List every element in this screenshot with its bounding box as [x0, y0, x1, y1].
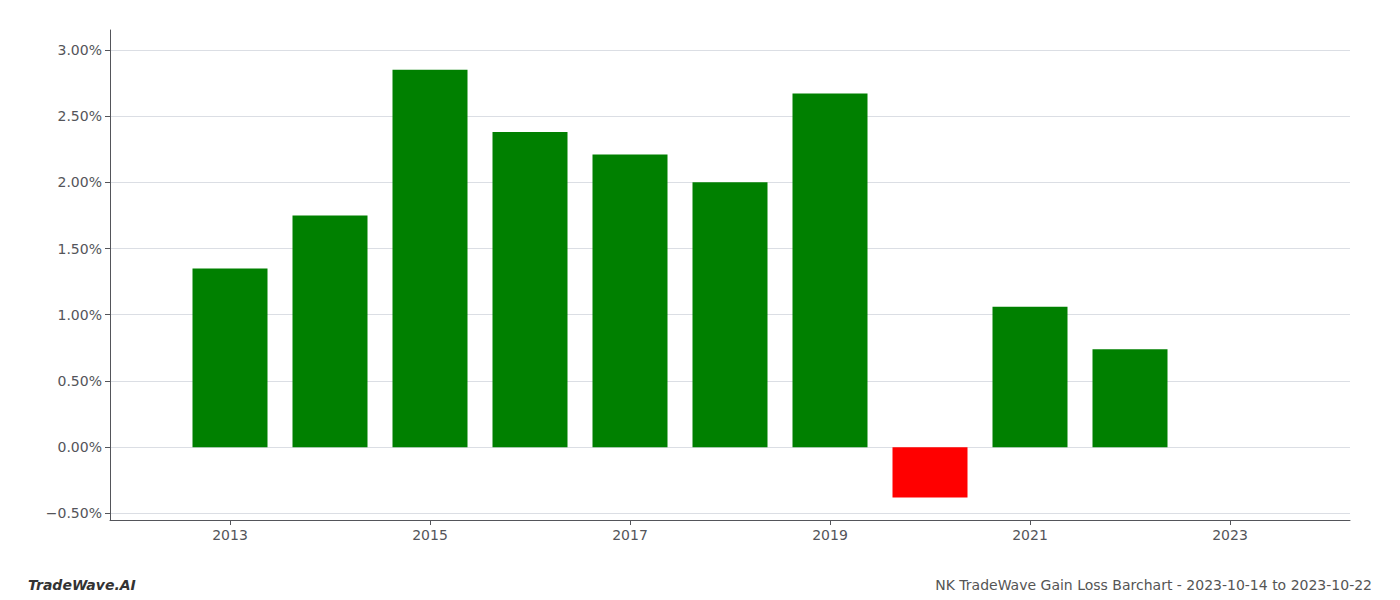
svg-text:TradeWave.AI: TradeWave.AI [28, 577, 136, 593]
svg-text:1.50%: 1.50% [58, 241, 102, 257]
svg-text:1.00%: 1.00% [58, 307, 102, 323]
svg-text:0.50%: 0.50% [58, 373, 102, 389]
svg-text:3.00%: 3.00% [58, 42, 102, 58]
svg-text:2013: 2013 [212, 527, 248, 543]
svg-text:2017: 2017 [612, 527, 648, 543]
svg-text:2.50%: 2.50% [58, 108, 102, 124]
svg-text:2023: 2023 [1212, 527, 1248, 543]
svg-text:2.00%: 2.00% [58, 174, 102, 190]
svg-text:2021: 2021 [1012, 527, 1048, 543]
svg-text:2015: 2015 [412, 527, 448, 543]
svg-text:−0.50%: −0.50% [46, 505, 102, 521]
svg-text:NK TradeWave Gain Loss Barchar: NK TradeWave Gain Loss Barchart - 2023-1… [935, 577, 1372, 593]
svg-text:0.00%: 0.00% [58, 439, 102, 455]
svg-text:2019: 2019 [812, 527, 848, 543]
